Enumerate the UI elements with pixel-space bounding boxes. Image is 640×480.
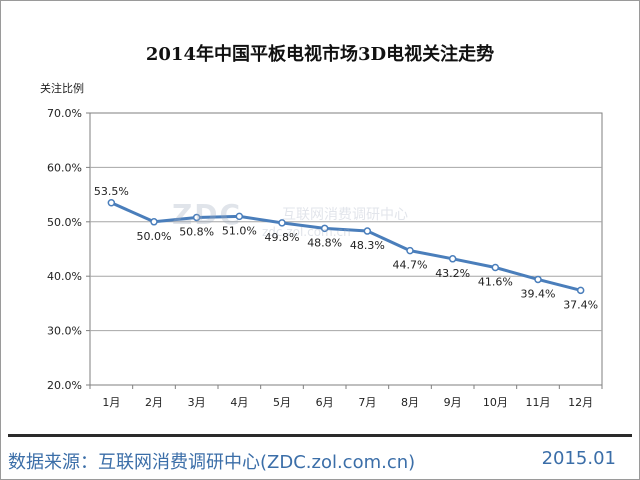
data-label: 49.8% [265, 231, 300, 244]
y-tick-label: 40.0% [47, 270, 82, 283]
data-label: 53.5% [94, 185, 129, 198]
x-tick-label: 3月 [188, 396, 206, 409]
data-point [150, 218, 158, 226]
data-label: 51.0% [222, 224, 257, 237]
x-tick-label: 12月 [568, 396, 593, 409]
data-label: 44.7% [393, 259, 428, 272]
y-tick-label: 60.0% [47, 161, 82, 174]
data-label: 48.8% [307, 236, 342, 249]
y-tick-label: 30.0% [47, 325, 82, 338]
x-tick-label: 11月 [526, 396, 551, 409]
data-label: 43.2% [435, 267, 470, 280]
data-point [406, 246, 414, 255]
x-tick-label: 9月 [444, 396, 462, 409]
data-label: 48.3% [350, 239, 385, 252]
x-tick-label: 1月 [102, 396, 120, 409]
y-tick-label: 50.0% [47, 216, 82, 229]
y-axis-label: 关注比例 [40, 82, 84, 95]
data-point [107, 199, 116, 207]
data-label: 41.6% [478, 275, 513, 288]
plot-area [89, 112, 603, 386]
data-point [320, 224, 329, 233]
x-tick-label: 7月 [358, 396, 376, 409]
x-tick-label: 10月 [483, 396, 508, 409]
data-label: 37.4% [563, 298, 598, 311]
data-point [491, 263, 500, 272]
data-point [448, 255, 457, 263]
data-point [235, 212, 244, 221]
data-label: 50.8% [179, 225, 214, 238]
data-point [576, 286, 585, 295]
data-point [363, 227, 372, 235]
x-tick-label: 2月 [145, 396, 163, 409]
data-point [278, 219, 286, 227]
x-tick-label: 6月 [316, 396, 334, 409]
data-point [534, 275, 542, 284]
x-tick-label: 4月 [230, 396, 248, 409]
y-tick-label: 70.0% [47, 107, 82, 120]
footer-divider [8, 434, 632, 437]
x-tick-label: 8月 [401, 396, 419, 409]
data-source: 数据来源：互联网消费调研中心(ZDC.zol.com.cn) [8, 452, 416, 473]
series-line [109, 201, 583, 292]
data-label: 50.0% [137, 230, 172, 243]
data-label: 39.4% [521, 287, 556, 300]
publish-date: 2015.01 [541, 448, 616, 469]
chart-title: 2014年中国平板电视市场3D电视关注走势 [145, 44, 495, 65]
data-point [192, 213, 201, 222]
y-tick-label: 20.0% [47, 379, 82, 392]
x-tick-label: 5月 [273, 396, 291, 409]
